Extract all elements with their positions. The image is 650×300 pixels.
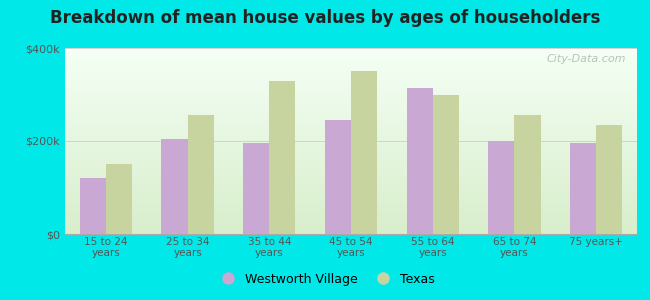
Bar xyxy=(406,88,433,234)
Bar xyxy=(188,116,214,234)
Bar xyxy=(106,164,132,234)
Bar xyxy=(433,94,459,234)
Text: City-Data.com: City-Data.com xyxy=(546,54,625,64)
Bar xyxy=(596,125,622,234)
Bar xyxy=(570,143,596,234)
Bar xyxy=(488,141,514,234)
Text: Breakdown of mean house values by ages of householders: Breakdown of mean house values by ages o… xyxy=(50,9,600,27)
Bar xyxy=(243,143,269,234)
Legend: Westworth Village, Texas: Westworth Village, Texas xyxy=(210,268,440,291)
Bar xyxy=(351,71,377,234)
Bar xyxy=(161,139,188,234)
Bar xyxy=(514,116,541,234)
Bar xyxy=(269,80,296,234)
Bar xyxy=(80,178,106,234)
Bar xyxy=(325,120,351,234)
